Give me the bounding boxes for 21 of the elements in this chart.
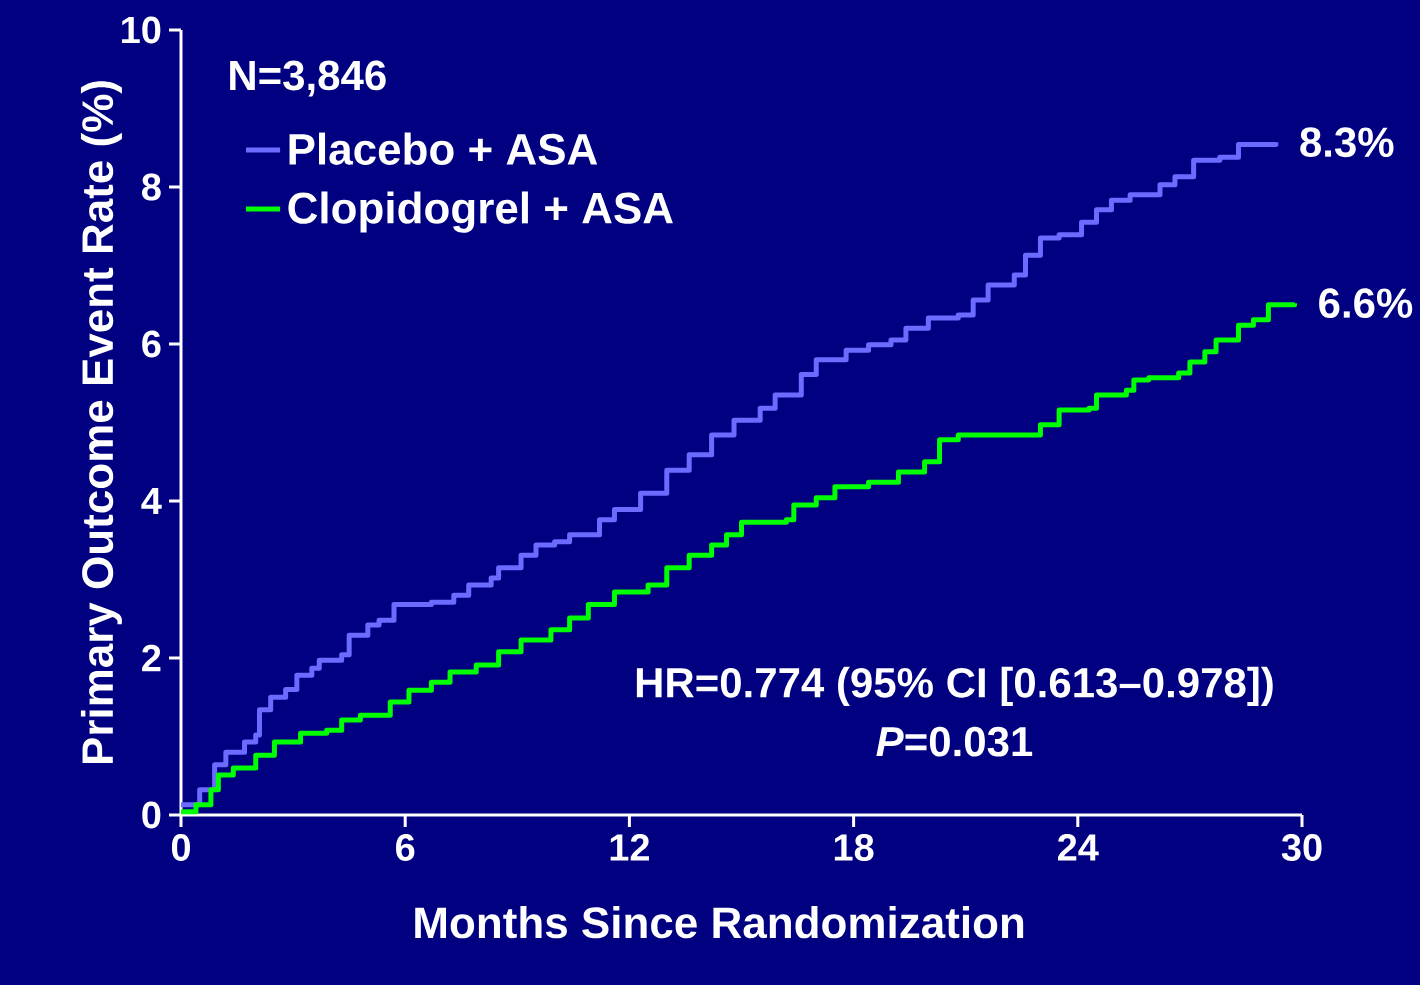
y-tick-label: 0 — [142, 801, 161, 829]
y-tick-label: 10 — [122, 16, 161, 44]
x-tick-label: 12 — [610, 834, 649, 861]
annotation: HR=0.774 (95% CI [0.613–0.978]) — [636, 666, 1273, 706]
legend-label: Placebo + ASA — [289, 132, 598, 165]
annotation: P=0.031 — [876, 726, 1033, 757]
annotation: N=3,846 — [230, 60, 386, 97]
y-tick-label: 4 — [141, 487, 162, 515]
legend-label: Clopidogrel + ASA — [288, 191, 673, 233]
x-tick-label: 0 — [171, 834, 191, 861]
x-tick-label: 6 — [396, 834, 415, 861]
y-tick-label: 6 — [142, 330, 161, 358]
x-tick-label: 18 — [834, 834, 874, 861]
y-axis-title: Primary Outcome Event Rate (%) — [80, 81, 122, 764]
text: 6.6% — [1319, 288, 1413, 319]
annotation: 8.3% — [1300, 127, 1394, 158]
y-tick-label: 2 — [142, 644, 161, 672]
x-axis-title: Months Since Randomization — [415, 906, 1024, 939]
x-tick-label: 30 — [1281, 834, 1322, 862]
y-tick-label: 8 — [142, 173, 161, 201]
x-tick-label: 24 — [1057, 834, 1099, 861]
